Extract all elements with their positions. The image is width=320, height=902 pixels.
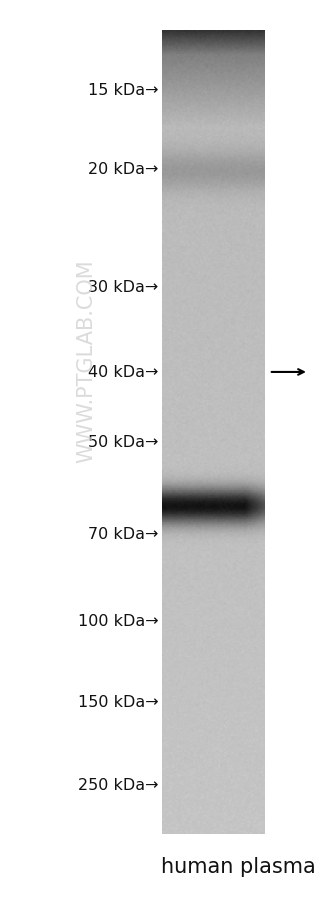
Text: 150 kDa→: 150 kDa→: [78, 695, 158, 709]
Text: 40 kDa→: 40 kDa→: [88, 365, 158, 380]
Text: 70 kDa→: 70 kDa→: [88, 527, 158, 541]
Text: human plasma: human plasma: [161, 856, 316, 876]
Text: 50 kDa→: 50 kDa→: [88, 435, 158, 449]
Text: 15 kDa→: 15 kDa→: [88, 83, 158, 97]
Text: 30 kDa→: 30 kDa→: [88, 280, 158, 294]
Text: 100 kDa→: 100 kDa→: [78, 613, 158, 628]
Text: 250 kDa→: 250 kDa→: [78, 778, 158, 792]
Text: WWW.PTGLAB.COM: WWW.PTGLAB.COM: [76, 259, 96, 463]
Text: 20 kDa→: 20 kDa→: [88, 162, 158, 177]
